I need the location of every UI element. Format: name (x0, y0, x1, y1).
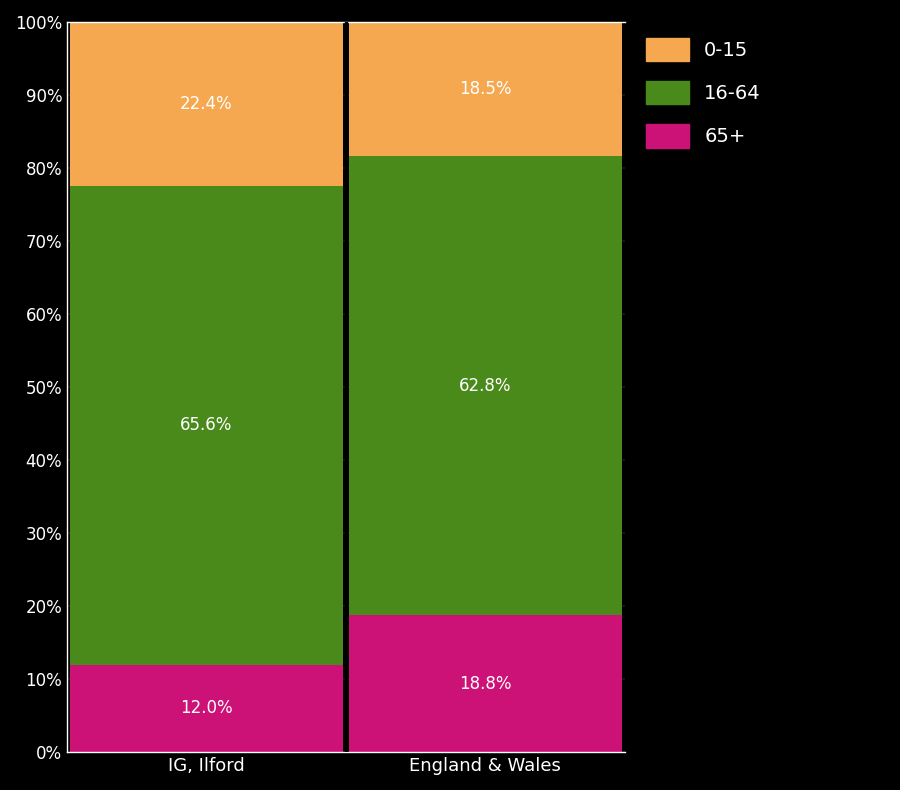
Text: 62.8%: 62.8% (459, 377, 511, 395)
Bar (70, 664, 343, 752)
Bar (70, 22, 343, 186)
Text: 22.4%: 22.4% (180, 95, 233, 113)
Text: 65.6%: 65.6% (180, 416, 233, 434)
Text: 12.0%: 12.0% (180, 699, 233, 717)
Bar (348, 21, 622, 156)
Text: 18.5%: 18.5% (459, 80, 511, 98)
Bar (348, 615, 622, 752)
Text: 18.8%: 18.8% (459, 675, 511, 693)
Bar (70, 186, 343, 664)
Bar (348, 156, 622, 615)
Legend: 0-15, 16-64, 65+: 0-15, 16-64, 65+ (640, 32, 767, 153)
